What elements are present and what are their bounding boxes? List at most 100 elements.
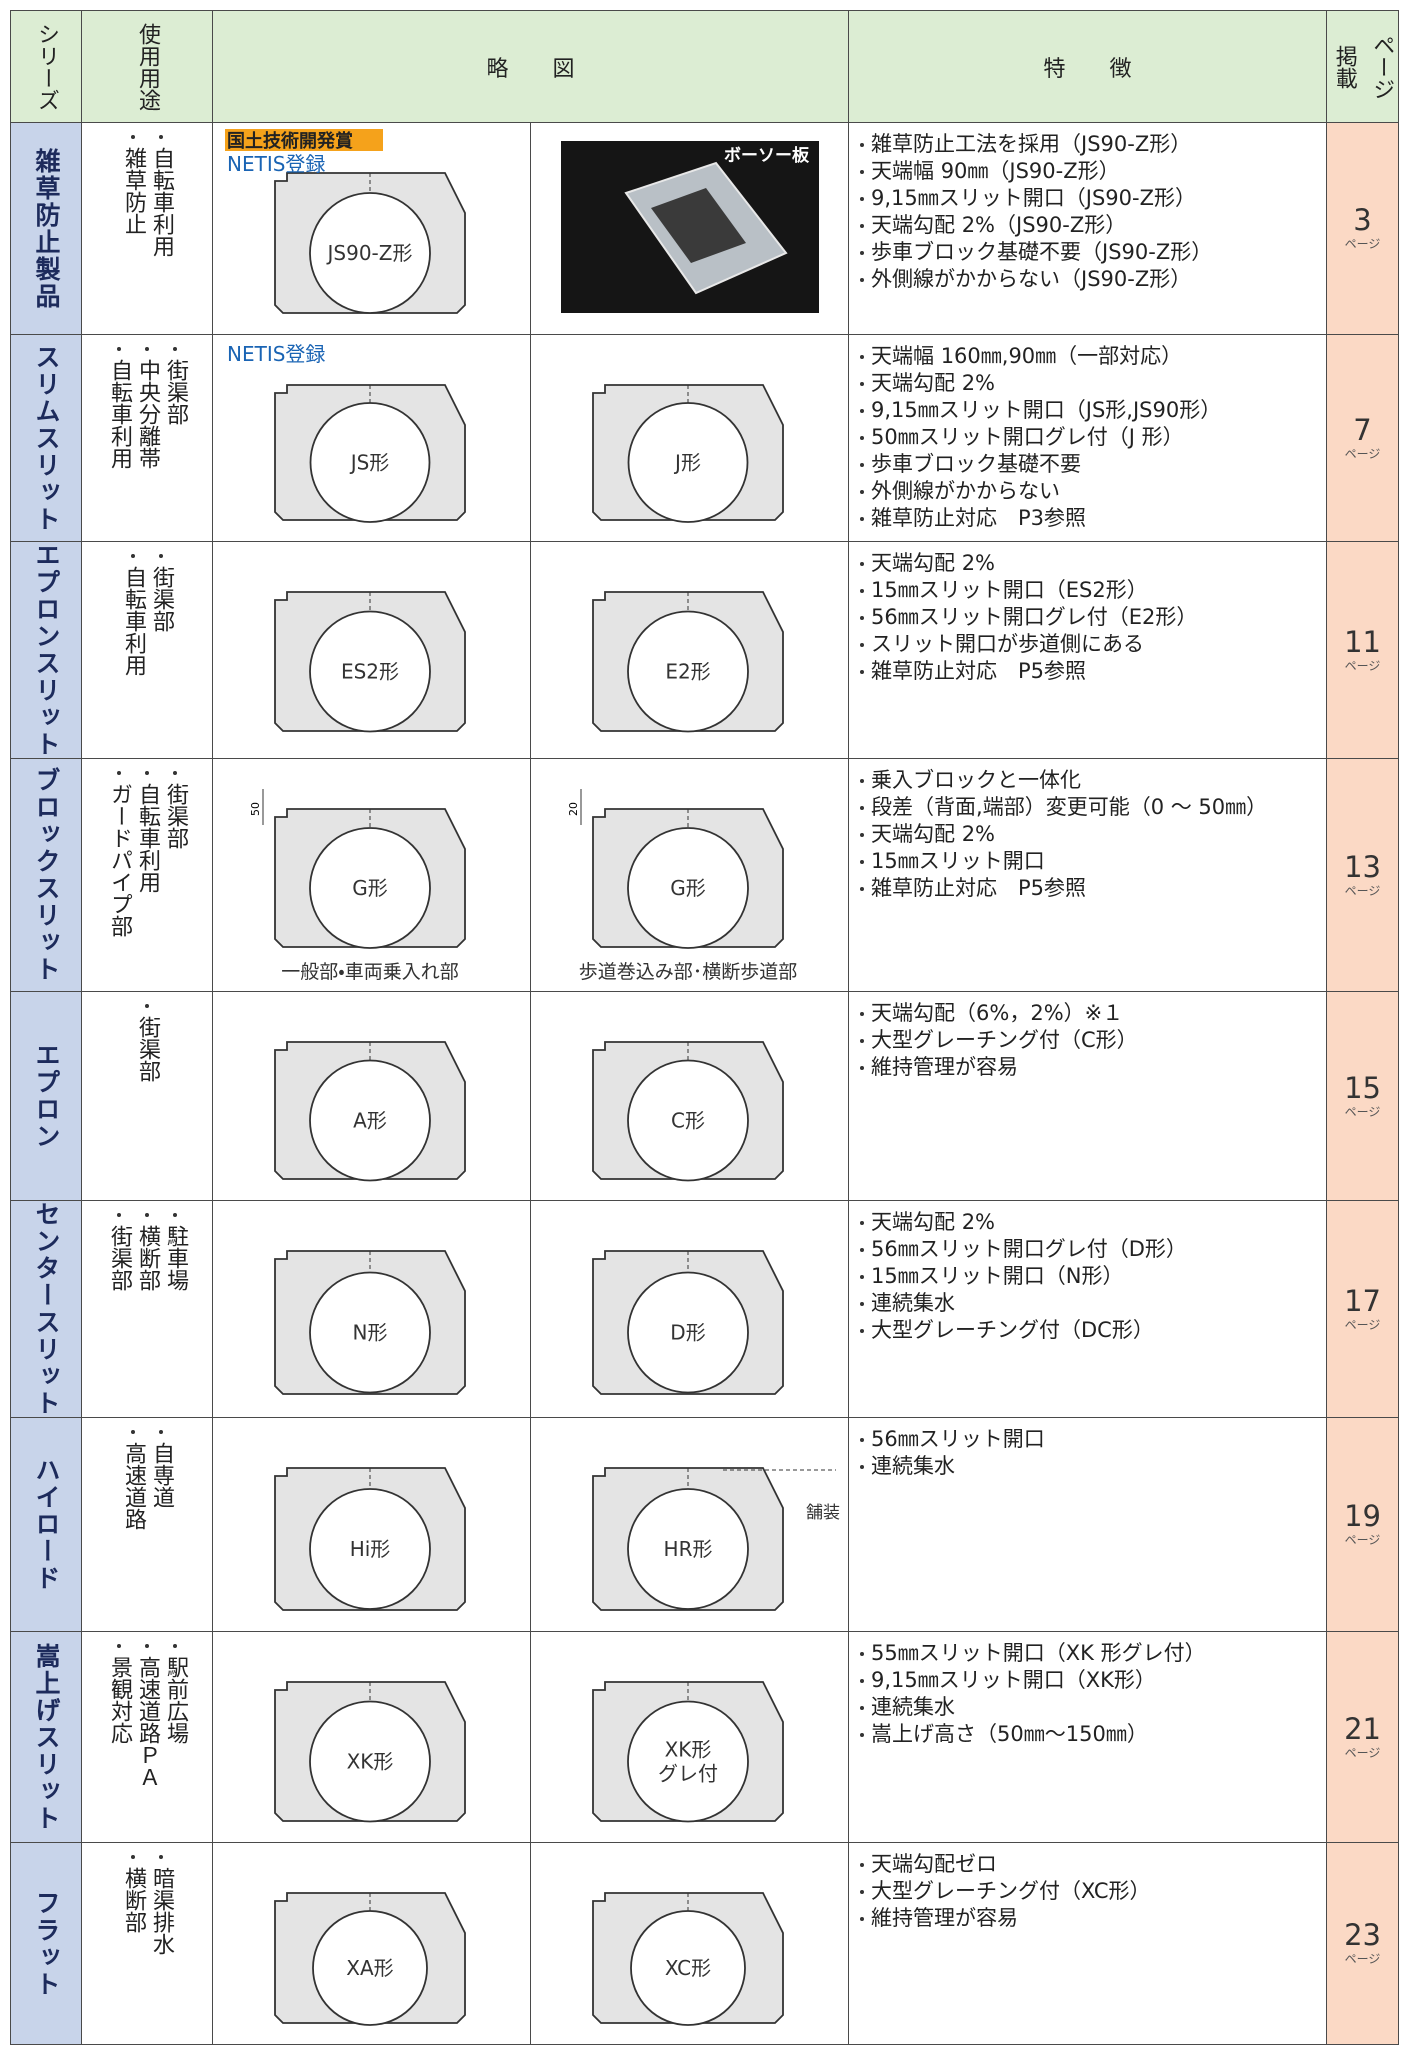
page-number: 13 bbox=[1344, 849, 1381, 884]
series-cell: エプロンスリット bbox=[10, 541, 82, 759]
page-cell: 21 ページ bbox=[1326, 1631, 1400, 1843]
diagram-cell: Hi形 bbox=[212, 1417, 531, 1632]
uses-list: 駅前広場 高速道路ＰＡ 景観対応 bbox=[105, 1642, 189, 1788]
pipe bbox=[627, 402, 749, 523]
use-item: 雑草防止 bbox=[119, 133, 147, 257]
page-cell: 13 ページ bbox=[1326, 758, 1400, 992]
feature-item: 15㎜スリット開口 bbox=[859, 848, 1320, 875]
feature-item: 雑草防止対応 P3参照 bbox=[859, 505, 1320, 532]
page-unit: ページ bbox=[1344, 1104, 1381, 1119]
diagram-cell: D形 bbox=[529, 1200, 850, 1418]
row: エプロン 街渠部 A形 C形 天端勾配（6%，2%）※１ 大型グレーチング付（C形） 維持管… bbox=[10, 991, 1400, 1201]
page-unit: ページ bbox=[1344, 1533, 1381, 1547]
diagram: D形 bbox=[592, 1250, 784, 1395]
diagram-cell: A形 bbox=[212, 991, 531, 1201]
diagram: ボーソー板 bbox=[561, 141, 819, 313]
use-item: 自転車利用 bbox=[119, 552, 147, 676]
diagram: G形 50 一般部・車両乗入れ部 bbox=[249, 789, 466, 983]
diagram-cell: HR形 舗装 bbox=[529, 1417, 850, 1632]
row: ブロックスリット 街渠部 自転車利用 ガードパイプ部 G形 50 一般部・車両乗入れ部 G形 2… bbox=[10, 758, 1400, 992]
use-item: 街渠部 bbox=[161, 345, 189, 469]
shape-label: C形 bbox=[671, 1109, 705, 1133]
netis: NETIS登録 bbox=[227, 152, 325, 176]
feature-item: 段差（背面,端部）変更可能（0 ～ 50㎜） bbox=[859, 794, 1320, 821]
shape-label: ES2形 bbox=[341, 660, 399, 684]
page-unit: ページ bbox=[1344, 446, 1381, 461]
uses-cell: 駐車場 横断部 街渠部 bbox=[81, 1200, 213, 1418]
shape-label: N形 bbox=[353, 1321, 388, 1345]
header-page: ページ bbox=[1369, 33, 1395, 100]
series-name: 雑草防止製品 bbox=[32, 147, 61, 310]
page-unit: ページ bbox=[1344, 237, 1381, 251]
diagram-cell: XC形 bbox=[529, 1842, 850, 2045]
badge-bg bbox=[225, 129, 383, 151]
uses-cell: 暗渠排水 横断部 bbox=[81, 1842, 213, 2045]
pipe bbox=[309, 1488, 431, 1610]
pipe bbox=[627, 1271, 749, 1394]
feature-item: 雑草防止工法を採用（JS90-Z形） bbox=[859, 131, 1320, 158]
pipe bbox=[627, 610, 749, 733]
uses-cell: 自転車利用 雑草防止 bbox=[81, 122, 213, 335]
diagram: HR形 舗装 bbox=[592, 1467, 840, 1611]
series-name: スリムスリット bbox=[32, 343, 61, 533]
use-item: 自転車利用 bbox=[105, 345, 133, 469]
diagram: ES2形 bbox=[274, 591, 466, 733]
diagram: JS形 NETIS登録 bbox=[227, 342, 466, 523]
uses-list: 駐車場 横断部 街渠部 bbox=[105, 1211, 189, 1291]
header-page: 掲載 bbox=[1331, 44, 1357, 89]
diagram-cell: ES2形 bbox=[212, 541, 531, 759]
pipe bbox=[309, 192, 431, 314]
feature-item: 9,15㎜スリット開口（XK形） bbox=[859, 1667, 1320, 1694]
feature-item: 嵩上げ高さ（50㎜～150㎜） bbox=[859, 1721, 1320, 1748]
header-features: 特 徴 bbox=[1043, 56, 1132, 82]
uses-list: 街渠部 自転車利用 ガードパイプ部 bbox=[105, 769, 189, 937]
feature-item: 連続集水 bbox=[859, 1290, 1320, 1317]
page-unit: ページ bbox=[1344, 883, 1381, 898]
uses-cell: 街渠部 自転車利用 ガードパイプ部 bbox=[81, 758, 213, 992]
features-cell: 天端勾配 2% 15㎜スリット開口（ES2形） 56㎜スリット開口グレ付（E2形）ス… bbox=[848, 541, 1328, 759]
feature-item: 天端勾配 2% bbox=[859, 370, 1320, 397]
feature-item: 大型グレーチング付（DC形） bbox=[859, 1317, 1320, 1344]
diagram: XK形 bbox=[274, 1681, 466, 1823]
use-item: 横断部 bbox=[133, 1211, 161, 1291]
use-item: 駅前広場 bbox=[161, 1642, 189, 1788]
uses-list: 自転車利用 雑草防止 bbox=[119, 133, 175, 257]
features-cell: 天端幅 160㎜,90㎜（一部対応） 天端勾配 2% 9,15㎜スリット開口（JS形… bbox=[848, 334, 1328, 542]
page-cell: 23 ページ bbox=[1326, 1842, 1400, 2045]
use-item: 景観対応 bbox=[105, 1642, 133, 1788]
page-number: 7 bbox=[1353, 412, 1372, 447]
diagram-cell: N形 bbox=[212, 1200, 531, 1418]
uses-list: 街渠部 自転車利用 bbox=[119, 552, 175, 676]
uses-cell: 街渠部 中央分離帯 自転車利用 bbox=[81, 334, 213, 542]
feature-item: 56㎜スリット開口グレ付（D形） bbox=[859, 1236, 1320, 1263]
diagram: N形 bbox=[274, 1250, 466, 1395]
uses-list: 自専道 高速道路 bbox=[119, 1428, 175, 1530]
diagram-cell: XK形 bbox=[212, 1631, 531, 1843]
pipe bbox=[309, 827, 431, 949]
series-cell: ハイロード bbox=[10, 1417, 82, 1632]
use-item: 自転車利用 bbox=[133, 769, 161, 937]
header-series: シリーズ bbox=[34, 22, 59, 111]
shape-label: D形 bbox=[670, 1321, 705, 1345]
diagram-cell: ボーソー板 bbox=[529, 122, 850, 335]
uses-cell: 自専道 高速道路 bbox=[81, 1417, 213, 1632]
feature-item: 天端勾配 2%（JS90-Z形） bbox=[859, 212, 1320, 239]
page-number: 21 bbox=[1344, 1711, 1381, 1746]
diagram: XC形 bbox=[592, 1892, 784, 2026]
feature-item: 外側線がかからない（JS90-Z形） bbox=[859, 266, 1320, 293]
feature-item: 56㎜スリット開口 bbox=[859, 1426, 1320, 1453]
product-table: シリーズ 使用用途 略 図 特 徴 掲載 ページ 雑草防止製品 自転車利用 雑草防止 J… bbox=[10, 10, 1400, 2045]
shape-label: XC形 bbox=[665, 1956, 711, 1980]
page-number: 19 bbox=[1344, 1499, 1381, 1533]
feature-item: 天端勾配 2% bbox=[859, 821, 1320, 848]
series-cell: 雑草防止製品 bbox=[10, 122, 82, 335]
feature-item: 9,15㎜スリット開口（JS形,JS90形） bbox=[859, 397, 1320, 424]
row: センタースリット 駐車場 横断部 街渠部 N形 D形 天端勾配 2% 56㎜スリット開口グレ付… bbox=[10, 1200, 1400, 1418]
diagram-cell: JS90-Z形 国土技術開発賞 NETIS登録 bbox=[212, 122, 531, 335]
feature-item: 50㎜スリット開口グレ付（J 形） bbox=[859, 424, 1320, 451]
feature-item: 天端勾配 2% bbox=[859, 550, 1320, 577]
page-number: 15 bbox=[1344, 1070, 1381, 1105]
header-cell: 特 徴 bbox=[848, 10, 1328, 123]
